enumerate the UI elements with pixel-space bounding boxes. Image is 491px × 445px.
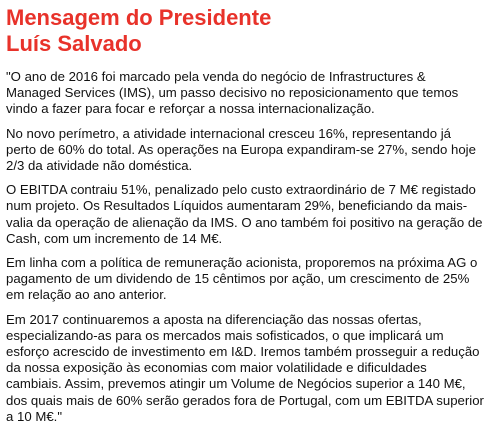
title-line-heading: Mensagem do Presidente — [6, 5, 272, 30]
paragraph-outlook: Em 2017 continuaremos a aposta na difere… — [6, 311, 484, 424]
message-body: "O ano de 2016 foi marcado pela venda do… — [6, 69, 484, 433]
page-title: Mensagem do Presidente Luís Salvado — [6, 5, 476, 57]
paragraph-ebitda: O EBITDA contraiu 51%, penalizado pelo c… — [6, 182, 483, 246]
paragraph-dividend: Em linha com a política de remuneração a… — [6, 255, 478, 303]
paragraph-international: No novo perímetro, a atividade internaci… — [6, 125, 476, 174]
title-line-name: Luís Salvado — [6, 31, 142, 56]
paragraph-intro: "O ano de 2016 foi marcado pela venda do… — [6, 69, 459, 117]
